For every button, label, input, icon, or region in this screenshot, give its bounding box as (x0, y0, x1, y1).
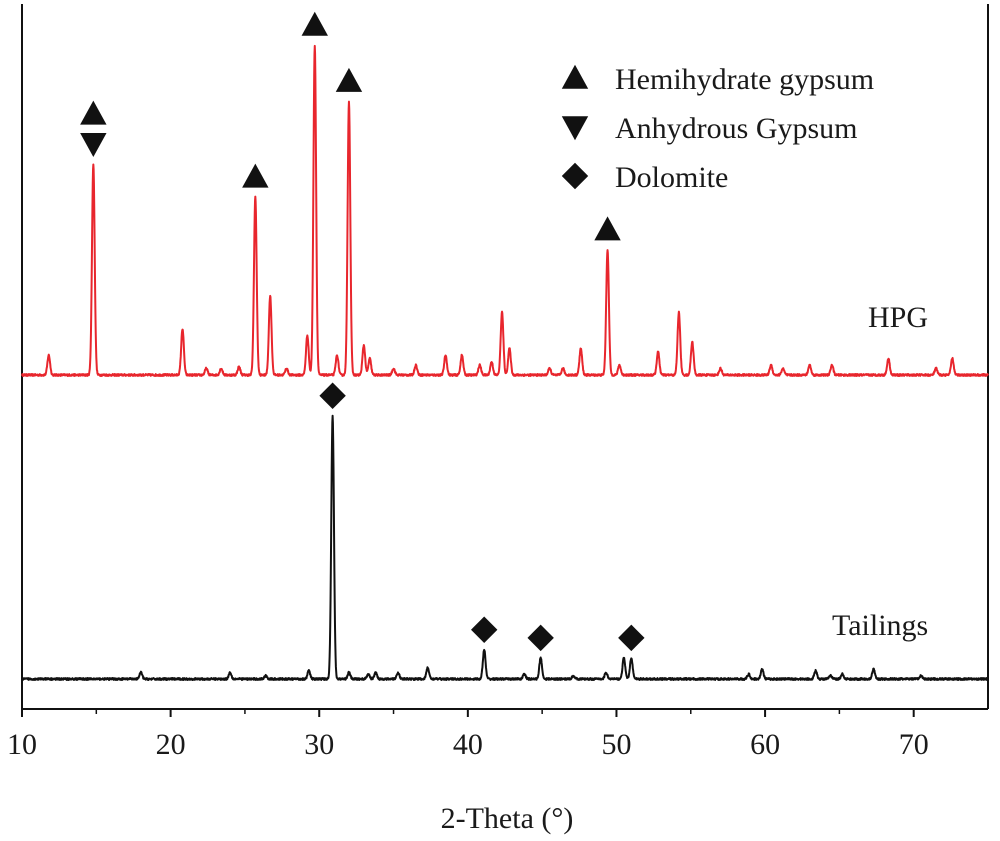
legend-marker-diamond (561, 162, 589, 190)
series-line-tailings (21, 414, 989, 681)
legend-label-0: Hemihydrate gypsum (615, 63, 874, 96)
legend-label-1: Anhydrous Gypsum (615, 112, 858, 145)
plot-area (21, 4, 989, 710)
peak-marker-triangle-down-0 (80, 133, 107, 157)
legend: Hemihydrate gypsum Anhydrous Gypsum Dolomi… (561, 63, 874, 194)
peak-marker-diamond-7 (527, 624, 554, 652)
peak-marker-diamond-8 (618, 624, 645, 652)
x-axis: 10 20 30 40 50 60 70 (7, 709, 929, 761)
peak-marker-triangle-up-0 (80, 100, 107, 125)
legend-marker-triangle-down (561, 116, 589, 141)
peak-marker-triangle-up-3 (335, 67, 363, 92)
peak-markers (80, 11, 645, 652)
x-tick-label-20: 20 (156, 728, 186, 761)
peak-marker-triangle-up-1 (242, 163, 269, 188)
x-axis-label: 2-Theta (°) (441, 802, 574, 835)
peak-marker-triangle-up-2 (301, 11, 328, 36)
legend-label-2: Dolomite (615, 161, 728, 194)
x-tick-label-30: 30 (304, 728, 334, 761)
series-label-tailings: Tailings (832, 609, 928, 642)
peak-marker-triangle-up-4 (594, 216, 621, 241)
x-tick-label-70: 70 (899, 728, 929, 761)
x-tick-label-10: 10 (7, 728, 37, 761)
peak-marker-diamond-5 (319, 382, 346, 409)
x-tick-label-50: 50 (601, 728, 631, 761)
x-tick-label-40: 40 (453, 728, 483, 761)
x-tick-label-60: 60 (750, 728, 780, 761)
series-label-hpg: HPG (868, 301, 928, 334)
legend-marker-triangle-up (561, 64, 589, 89)
series-group (21, 44, 989, 681)
peak-marker-diamond-6 (470, 616, 498, 643)
series-line-hpg (21, 44, 989, 377)
